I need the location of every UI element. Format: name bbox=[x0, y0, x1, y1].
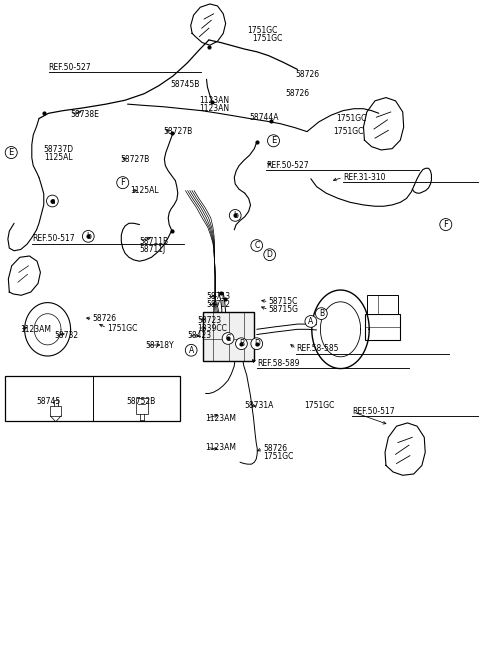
Text: 1123AN: 1123AN bbox=[199, 96, 229, 105]
Text: 1123AN: 1123AN bbox=[199, 104, 229, 113]
Text: 1751GC: 1751GC bbox=[333, 127, 364, 136]
Text: REF.50-517: REF.50-517 bbox=[352, 407, 395, 417]
Text: 58726: 58726 bbox=[286, 89, 310, 98]
Text: 58711J: 58711J bbox=[140, 245, 166, 254]
Text: A: A bbox=[308, 317, 313, 326]
Text: F: F bbox=[120, 178, 125, 187]
Text: E: E bbox=[9, 148, 14, 157]
Bar bbox=[136, 398, 148, 414]
Text: 1751GC: 1751GC bbox=[336, 114, 366, 123]
Text: 58726: 58726 bbox=[295, 70, 319, 79]
Text: REF.50-527: REF.50-527 bbox=[48, 63, 91, 72]
Bar bbox=[203, 312, 254, 361]
Text: 1123AM: 1123AM bbox=[205, 414, 237, 423]
Text: 58423: 58423 bbox=[187, 331, 212, 340]
Text: 58726: 58726 bbox=[93, 314, 117, 323]
Text: 58723: 58723 bbox=[197, 316, 221, 325]
Text: 58727B: 58727B bbox=[163, 127, 192, 136]
Text: 58715G: 58715G bbox=[269, 305, 299, 314]
Text: 1751GC: 1751GC bbox=[305, 401, 335, 410]
Bar bbox=[5, 377, 180, 421]
Text: 58731A: 58731A bbox=[245, 401, 274, 410]
Bar bbox=[367, 295, 398, 314]
Text: 1751GC: 1751GC bbox=[252, 34, 282, 43]
Text: 58744A: 58744A bbox=[250, 113, 279, 122]
Text: 58711B: 58711B bbox=[140, 237, 168, 246]
Text: C: C bbox=[254, 241, 259, 250]
Text: 1751GC: 1751GC bbox=[247, 26, 277, 35]
Text: 1751GC: 1751GC bbox=[107, 323, 137, 333]
Text: 58713: 58713 bbox=[206, 292, 230, 301]
Text: a: a bbox=[18, 397, 23, 406]
Bar bbox=[365, 314, 400, 340]
Text: 1123AM: 1123AM bbox=[20, 325, 51, 334]
Text: 58732: 58732 bbox=[54, 331, 78, 340]
Text: 58727B: 58727B bbox=[120, 155, 150, 163]
Text: C: C bbox=[226, 334, 231, 343]
Text: b: b bbox=[86, 232, 91, 241]
Text: D: D bbox=[267, 250, 273, 259]
Text: D: D bbox=[254, 339, 260, 348]
Text: 58737D: 58737D bbox=[44, 146, 74, 154]
Text: 58752B: 58752B bbox=[126, 397, 156, 406]
Text: 58745: 58745 bbox=[36, 397, 61, 406]
Text: 58726: 58726 bbox=[263, 444, 287, 453]
Text: b: b bbox=[108, 397, 113, 406]
Text: 1751GC: 1751GC bbox=[263, 452, 293, 461]
Text: REF.58-589: REF.58-589 bbox=[257, 359, 299, 368]
Text: REF.50-517: REF.50-517 bbox=[32, 234, 74, 243]
Text: E: E bbox=[271, 136, 276, 145]
Text: F: F bbox=[444, 220, 448, 229]
Text: 1125AL: 1125AL bbox=[44, 154, 72, 162]
Text: 58712: 58712 bbox=[206, 300, 230, 309]
Text: REF.31-310: REF.31-310 bbox=[343, 173, 385, 182]
Text: a: a bbox=[50, 197, 55, 205]
Text: 1339CC: 1339CC bbox=[197, 323, 227, 333]
Text: 58715C: 58715C bbox=[269, 297, 298, 306]
Text: 1125AL: 1125AL bbox=[130, 186, 158, 195]
Text: 1123AM: 1123AM bbox=[205, 443, 237, 451]
Text: REF.50-527: REF.50-527 bbox=[266, 161, 309, 170]
Text: b: b bbox=[233, 211, 238, 220]
Text: 58745B: 58745B bbox=[170, 80, 200, 89]
Text: 58738E: 58738E bbox=[70, 110, 99, 119]
Text: 58718Y: 58718Y bbox=[145, 340, 174, 350]
Text: B: B bbox=[239, 339, 244, 348]
Text: REF.58-585: REF.58-585 bbox=[297, 344, 339, 354]
Bar bbox=[50, 406, 61, 416]
Text: A: A bbox=[189, 346, 194, 355]
Text: B: B bbox=[319, 309, 324, 318]
